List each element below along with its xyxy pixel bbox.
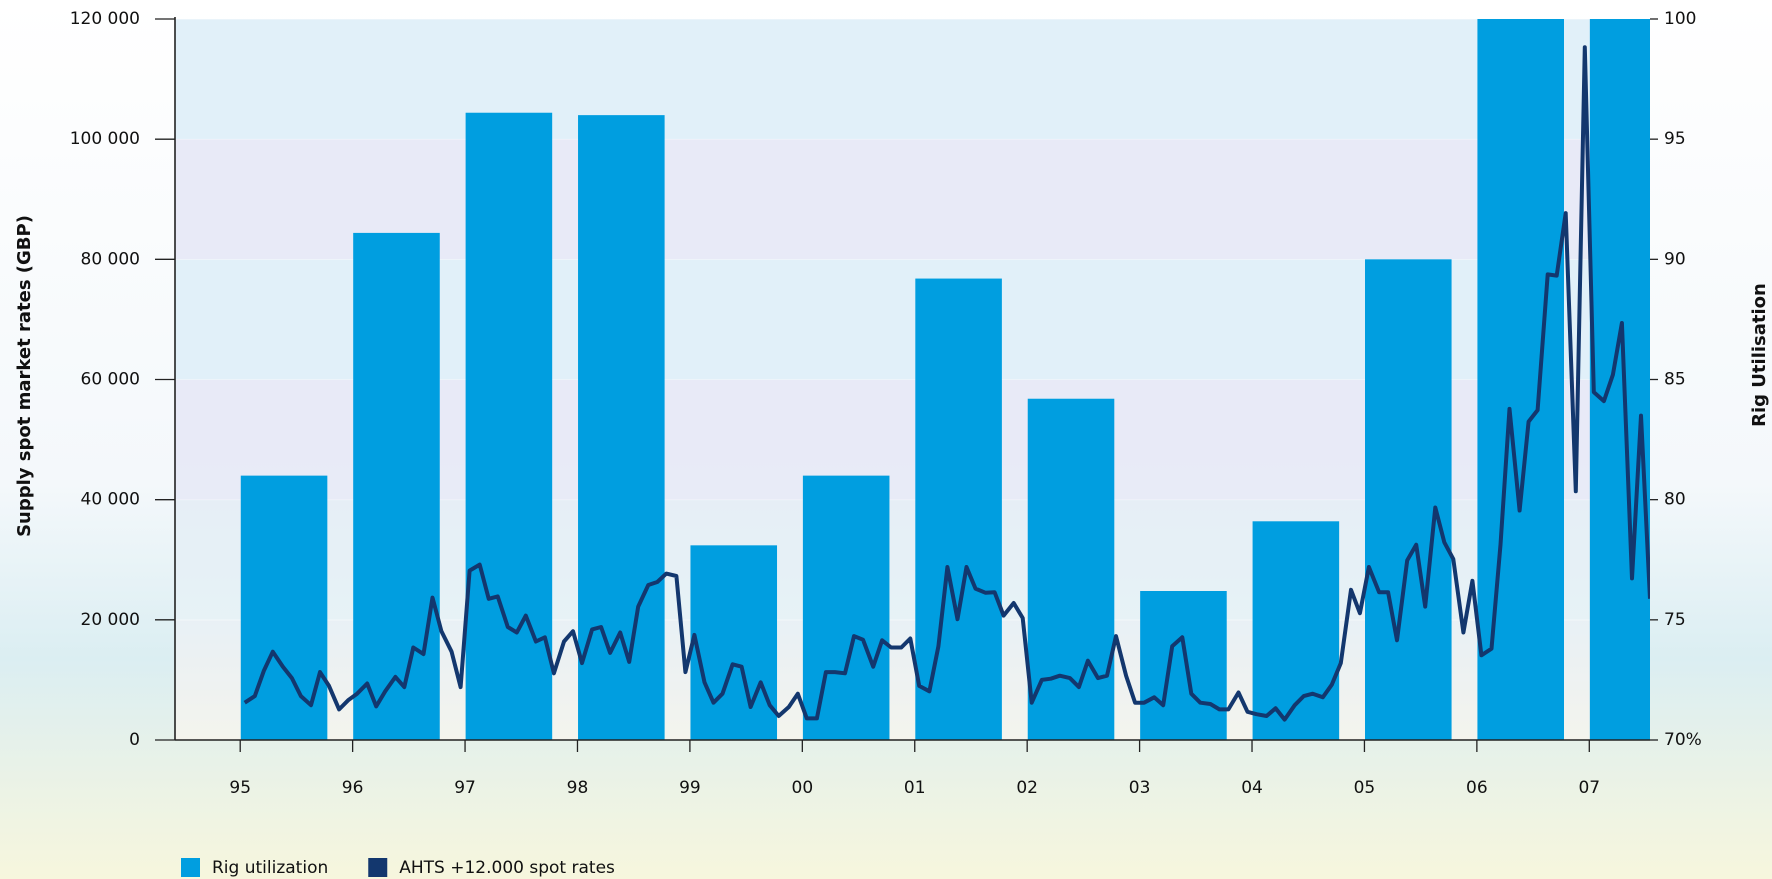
y-tick-label: 40 000 (81, 490, 140, 510)
bar (915, 278, 1002, 740)
y2-tick-label: 80 (1664, 490, 1686, 510)
bar (465, 112, 553, 740)
bar (1477, 19, 1564, 740)
y2-axis-title: Rig Utilisation (1749, 283, 1770, 427)
bar (353, 232, 440, 740)
legend-label: AHTS +12.000 spot rates (399, 858, 615, 878)
x-tick-label: 02 (1016, 778, 1038, 798)
grid-band (175, 19, 1650, 140)
x-tick-label: 96 (342, 778, 364, 798)
bar (1252, 521, 1340, 740)
y-tick-label: 80 000 (81, 249, 140, 269)
x-tick-label: 06 (1466, 778, 1488, 798)
bar (1365, 259, 1452, 740)
x-tick-label: 04 (1241, 778, 1263, 798)
bar (802, 475, 890, 740)
bar (1140, 590, 1227, 740)
x-tick-label: 07 (1578, 778, 1600, 798)
bar (578, 115, 665, 740)
line (243, 45, 1650, 722)
y2-tick-label: 90 (1664, 249, 1686, 269)
x-tick-label: 00 (792, 778, 814, 798)
x-tick-label: 05 (1354, 778, 1376, 798)
x-tick-label: 97 (454, 778, 476, 798)
y-tick-label: 100 000 (70, 129, 140, 149)
y2-tick-label: 85 (1664, 370, 1686, 390)
bar (1589, 19, 1650, 740)
legend-swatch (368, 858, 388, 877)
x-tick-label: 98 (567, 778, 589, 798)
y2-tick-label: 95 (1664, 129, 1686, 149)
y2-tick-label: 70% (1664, 730, 1702, 750)
x-tick-label: 99 (679, 778, 701, 798)
legend-swatch (181, 858, 200, 877)
y-tick-label: 20 000 (81, 610, 140, 630)
y-tick-label: 60 000 (81, 370, 140, 390)
y-tick-label: 120 000 (70, 9, 140, 29)
y-axis-title: Supply spot market rates (GBP) (14, 215, 35, 537)
y2-tick-label: 100 (1664, 9, 1696, 29)
x-tick-label: 03 (1129, 778, 1151, 798)
bar (1027, 398, 1115, 740)
legend-label: Rig utilization (212, 858, 328, 878)
marks (240, 19, 1650, 740)
y2-tick-label: 75 (1664, 610, 1686, 630)
x-tick-label: 01 (904, 778, 926, 798)
y-tick-label: 0 (129, 730, 140, 750)
bar (690, 545, 778, 740)
x-tick-label: 95 (229, 778, 251, 798)
axes: 0 20 000 40 000 60 000 80 000 100 000 120 000 7… (70, 9, 1702, 798)
